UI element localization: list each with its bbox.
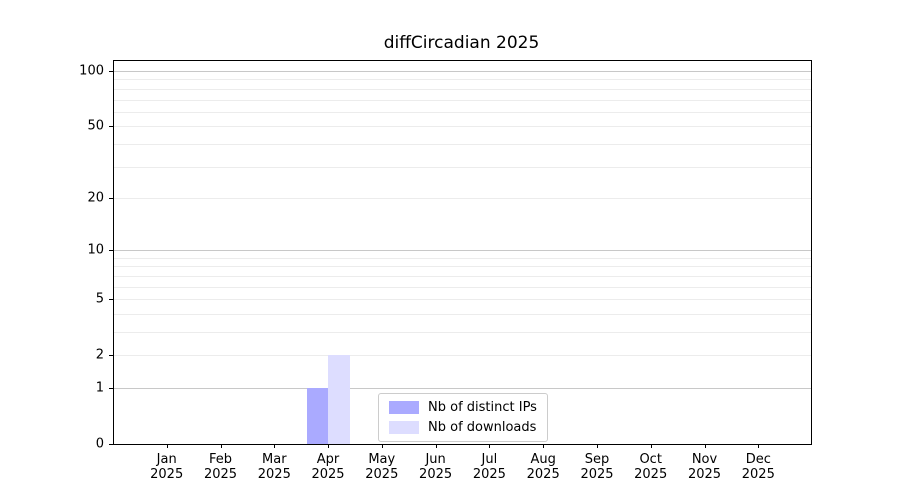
y-tick-label: 20 bbox=[87, 190, 104, 206]
x-tick-month: Dec bbox=[745, 452, 771, 467]
y-tick-mark bbox=[109, 299, 113, 301]
legend-item-downloads: Nb of downloads bbox=[389, 420, 537, 435]
major-gridline bbox=[114, 71, 811, 72]
y-tick-label: 1 bbox=[95, 380, 104, 396]
x-tick-month: Oct bbox=[639, 452, 662, 467]
x-tick-label-jan: Jan 2025 bbox=[150, 452, 183, 483]
y-tick-label: 2 bbox=[95, 347, 104, 363]
x-tick-year: 2025 bbox=[687, 467, 722, 483]
legend-label-downloads: Nb of downloads bbox=[428, 420, 537, 435]
x-tick-mark bbox=[704, 444, 706, 448]
y-tick-mark bbox=[109, 71, 113, 72]
x-tick-label-feb: Feb 2025 bbox=[204, 452, 237, 483]
x-tick-mark bbox=[758, 444, 760, 448]
x-tick-month: Jun bbox=[425, 452, 446, 467]
minor-gridline bbox=[114, 355, 811, 357]
bar-apr-distinct-ips bbox=[306, 388, 328, 444]
x-tick-year: 2025 bbox=[634, 467, 668, 483]
minor-gridline bbox=[114, 99, 811, 101]
minor-gridline bbox=[114, 126, 811, 128]
x-tick-label-mar: Mar 2025 bbox=[258, 452, 291, 483]
x-tick-year: 2025 bbox=[311, 467, 345, 483]
x-tick-year: 2025 bbox=[741, 467, 775, 483]
x-tick-mark bbox=[597, 444, 598, 448]
x-tick-month: Apr bbox=[316, 452, 340, 467]
legend: Nb of distinct IPs Nb of downloads bbox=[378, 393, 548, 442]
y-tick-label: 5 bbox=[95, 291, 104, 307]
y-tick-mark bbox=[109, 388, 113, 389]
x-tick-month: Feb bbox=[208, 452, 233, 467]
x-tick-month: May bbox=[368, 452, 396, 467]
x-tick-label-apr: Apr 2025 bbox=[311, 452, 344, 483]
y-tick-label: 0 bbox=[95, 436, 104, 452]
x-tick-label-aug: Aug 2025 bbox=[527, 452, 560, 483]
x-tick-mark bbox=[381, 444, 383, 448]
minor-gridline bbox=[114, 79, 811, 81]
x-tick-label-oct: Oct 2025 bbox=[634, 452, 667, 483]
x-tick-year: 2025 bbox=[365, 467, 399, 483]
x-tick-label-jul: Jul 2025 bbox=[473, 452, 506, 483]
minor-gridline bbox=[114, 197, 811, 199]
x-tick-mark bbox=[220, 444, 222, 448]
major-gridline bbox=[114, 388, 811, 389]
x-tick-month: Mar bbox=[262, 452, 287, 467]
bar-apr-downloads bbox=[328, 355, 350, 444]
plot-area: 0 1 2 5 10 20 50 100 Jan 2025 Feb 2025 Mar 2025 Apr 20… bbox=[79, 60, 812, 482]
x-tick-year: 2025 bbox=[580, 467, 614, 483]
minor-gridline bbox=[114, 88, 811, 90]
minor-gridline bbox=[114, 286, 811, 288]
y-tick-mark bbox=[109, 355, 113, 357]
x-tick-year: 2025 bbox=[526, 467, 560, 483]
minor-gridline bbox=[114, 332, 811, 333]
x-tick-month: Jan bbox=[156, 452, 177, 467]
x-tick-month: Sep bbox=[584, 452, 610, 467]
y-tick-label: 50 bbox=[87, 118, 104, 134]
minor-gridline bbox=[114, 299, 811, 301]
y-tick-mark bbox=[109, 444, 113, 445]
x-tick-mark bbox=[274, 444, 276, 448]
x-tick-mark bbox=[435, 444, 437, 448]
minor-gridline bbox=[114, 143, 811, 145]
legend-item-distinct-ips: Nb of distinct IPs bbox=[389, 400, 537, 415]
x-tick-month: Aug bbox=[530, 452, 556, 467]
y-tick-label: 10 bbox=[87, 242, 104, 258]
x-tick-label-dec: Dec 2025 bbox=[742, 452, 775, 483]
x-tick-label-sep: Sep 2025 bbox=[580, 452, 613, 483]
x-tick-month: Jul bbox=[481, 452, 498, 467]
x-tick-year: 2025 bbox=[257, 467, 291, 483]
minor-gridline bbox=[114, 257, 811, 259]
minor-gridline bbox=[114, 166, 811, 168]
x-tick-year: 2025 bbox=[419, 467, 453, 483]
x-tick-mark bbox=[166, 444, 168, 448]
chart-title: diffCircadian 2025 bbox=[383, 33, 540, 53]
minor-gridline bbox=[114, 275, 811, 277]
x-tick-label-may: May 2025 bbox=[365, 452, 398, 483]
x-tick-label-nov: Nov 2025 bbox=[688, 452, 721, 483]
x-tick-year: 2025 bbox=[472, 467, 506, 483]
x-tick-year: 2025 bbox=[203, 467, 238, 483]
x-tick-mark bbox=[489, 444, 491, 448]
x-tick-month: Nov bbox=[691, 452, 718, 467]
x-tick-mark bbox=[543, 444, 545, 448]
y-tick-mark bbox=[109, 126, 113, 128]
minor-gridline bbox=[114, 111, 811, 113]
major-gridline bbox=[114, 250, 811, 252]
legend-swatch-distinct-ips bbox=[389, 401, 419, 414]
x-tick-label-jun: Jun 2025 bbox=[419, 452, 452, 483]
x-tick-mark bbox=[650, 444, 652, 448]
minor-gridline bbox=[114, 313, 811, 315]
x-tick-year: 2025 bbox=[150, 467, 184, 483]
y-tick-mark bbox=[109, 197, 113, 199]
legend-label-distinct-ips: Nb of distinct IPs bbox=[428, 400, 537, 415]
minor-gridline bbox=[114, 266, 811, 268]
legend-swatch-downloads bbox=[389, 421, 419, 434]
y-tick-mark bbox=[109, 250, 113, 252]
y-tick-label: 100 bbox=[79, 63, 104, 79]
x-tick-mark bbox=[328, 444, 329, 448]
